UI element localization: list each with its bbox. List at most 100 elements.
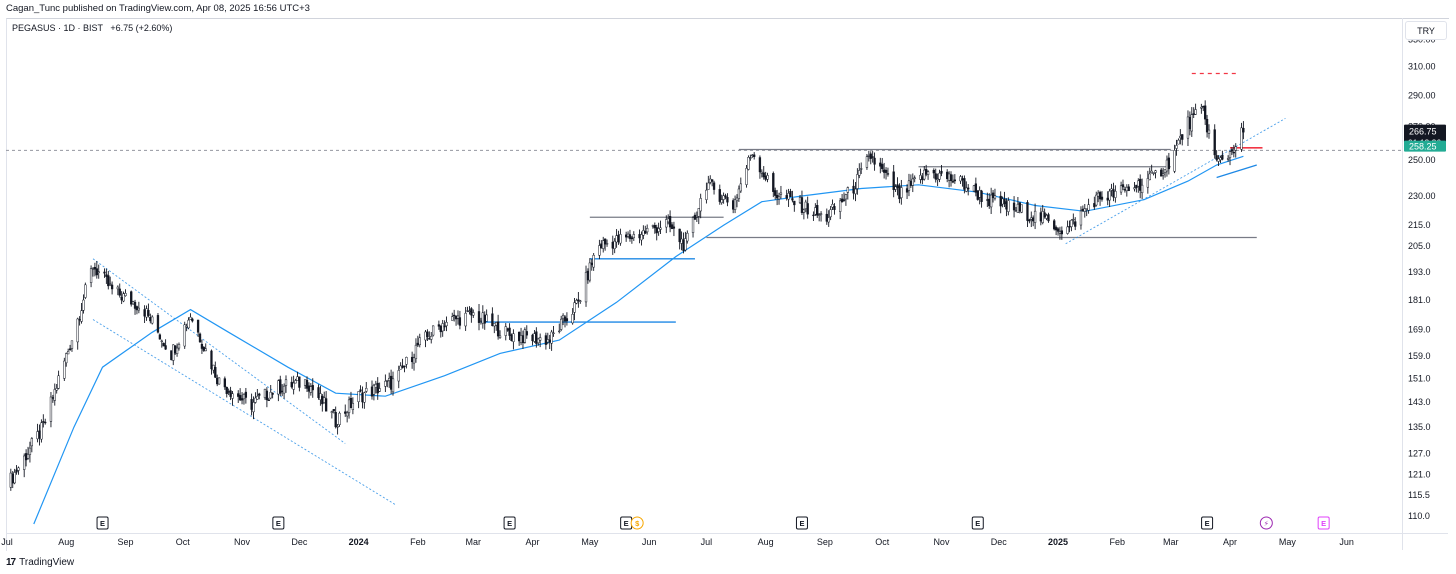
candle-body: [454, 315, 458, 320]
candle-body: [812, 214, 815, 217]
candle-body: [1028, 219, 1031, 222]
candle-body: [988, 198, 991, 207]
candle-body: [196, 319, 200, 333]
candle-body: [1175, 145, 1178, 149]
time-axis-label: Nov: [933, 537, 950, 547]
candle-body: [508, 327, 511, 336]
candle-body: [1219, 157, 1222, 161]
candle-body: [323, 397, 326, 403]
candle-body: [172, 344, 175, 361]
candle-body: [1001, 198, 1004, 205]
candle-body: [67, 351, 70, 355]
candle-body: [294, 380, 297, 384]
drawings-layer: [92, 72, 1286, 505]
candle-body: [78, 319, 81, 321]
candle-body: [1207, 129, 1211, 134]
candle-body: [804, 201, 807, 209]
candle-body: [779, 192, 783, 195]
candle-body: [491, 313, 494, 327]
candle-body: [453, 314, 456, 317]
candle-body: [267, 399, 270, 401]
candle-body: [678, 228, 681, 243]
candle-body: [707, 182, 710, 190]
candle-body: [498, 335, 502, 339]
candle-body: [1188, 117, 1192, 130]
candle-body: [158, 334, 162, 340]
candle-body: [1139, 178, 1142, 191]
price-tick-label: 121.0: [1408, 470, 1431, 480]
candle-body: [657, 228, 660, 232]
time-axis-label: Apr: [1223, 537, 1237, 547]
earnings-marker: E: [100, 519, 105, 528]
candle-body: [23, 455, 26, 470]
candle-body: [51, 397, 55, 399]
candle-body: [109, 283, 112, 285]
candle-body: [625, 234, 628, 238]
candle-body: [1160, 169, 1163, 177]
candle-body: [107, 275, 110, 287]
candle-body: [737, 188, 741, 199]
tradingview-brand[interactable]: 17 TradingView: [6, 557, 74, 568]
candle-body: [967, 187, 970, 190]
candle-body: [311, 385, 314, 391]
candle-body: [370, 386, 374, 397]
candle-body: [605, 243, 609, 245]
candle-body: [695, 216, 699, 218]
candle-body: [68, 348, 72, 350]
candle-body: [1112, 189, 1115, 198]
candle-body: [544, 335, 548, 345]
candle-body: [879, 162, 882, 167]
candle-body: [365, 388, 368, 392]
candle-body: [921, 176, 924, 181]
candle-body: [1098, 192, 1102, 200]
candle-body: [250, 399, 253, 410]
candle-body: [319, 393, 322, 400]
candle-body: [386, 380, 389, 382]
candle-body: [1217, 158, 1220, 162]
candle-body: [1039, 212, 1042, 222]
candle-body: [1093, 203, 1096, 208]
earnings-marker-box: [1201, 516, 1214, 530]
earnings-marker-box: [795, 516, 808, 530]
candle-body: [252, 402, 255, 413]
time-axis-label: Oct: [875, 537, 890, 547]
candle-body: [217, 377, 221, 385]
candle-body: [991, 192, 995, 198]
candle-body: [200, 343, 204, 349]
candle-body: [9, 472, 12, 488]
candle-body: [531, 334, 534, 342]
candle-body: [1060, 230, 1063, 235]
moving-average-line: [33, 155, 1244, 525]
candle-body: [399, 365, 402, 370]
candle-body: [1020, 204, 1023, 213]
candle-body: [324, 398, 328, 412]
candle-body: [439, 326, 442, 333]
candle-body: [533, 333, 536, 342]
candle-body: [628, 234, 632, 239]
candle-body: [84, 284, 87, 298]
chart-frame[interactable]: [6, 18, 1449, 551]
candle-body: [238, 395, 242, 401]
price-tick-label: 250.00: [1408, 155, 1436, 165]
candle-body: [223, 378, 226, 388]
symbol-legend[interactable]: PEGASUS · 1D · BIST +6.75 (+2.60%): [12, 23, 172, 33]
candle-body: [1110, 188, 1113, 191]
candle-body: [426, 331, 429, 337]
candle-body: [330, 411, 334, 413]
time-axis-label: Mar: [466, 537, 482, 547]
candle-body: [225, 386, 228, 394]
candle-body: [1005, 201, 1008, 210]
candle-body: [772, 173, 775, 192]
candle-body: [493, 323, 496, 327]
upcoming-earnings-marker-box: [1317, 516, 1330, 530]
time-axis-label: Jul: [701, 537, 713, 547]
candle-body: [1053, 220, 1056, 230]
candle-body: [537, 338, 540, 344]
candle-body: [26, 454, 30, 459]
time-axis-label: Oct: [176, 537, 191, 547]
candle-body: [282, 385, 286, 394]
price-tick-label: 143.0: [1408, 397, 1431, 407]
currency-selector[interactable]: TRY: [1405, 21, 1447, 40]
candle-body: [49, 396, 53, 422]
